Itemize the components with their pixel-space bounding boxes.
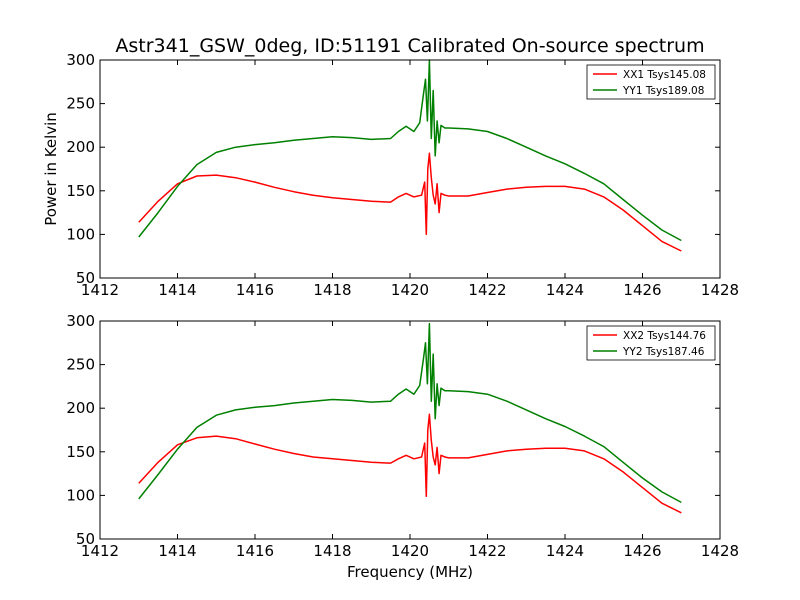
x-tick-label: 1412 (81, 281, 119, 299)
legend-label: XX1 Tsys145.08 (623, 69, 706, 81)
x-tick-label: 1416 (236, 281, 274, 299)
y-tick-label: 300 (66, 312, 95, 330)
legend-box (586, 325, 716, 361)
y-tick-label: 300 (66, 51, 95, 69)
x-tick-label: 1422 (468, 281, 506, 299)
x-tick-label: 1414 (158, 542, 196, 560)
x-tick-label: 1424 (546, 281, 584, 299)
y-tick-label: 150 (66, 182, 95, 200)
series-line-xx-panel-1 (138, 152, 682, 252)
x-tick-label: 1418 (313, 281, 351, 299)
subplot-bottom: 1412 1414 1416 1418 1420 1422 1424 1426 1428 50 10… (66, 312, 739, 560)
legend-label: YY2 Tsys187.46 (622, 346, 705, 358)
y-tick-label: 200 (66, 138, 95, 156)
y-tick-label: 250 (66, 95, 95, 113)
x-tick-label: 1418 (313, 542, 351, 560)
y-tick-label: 150 (66, 443, 95, 461)
x-tick-label: 1426 (623, 542, 661, 560)
x-tick-label: 1424 (546, 542, 584, 560)
x-tick-label: 1422 (468, 542, 506, 560)
x-tick-label: 1420 (391, 281, 429, 299)
legend: XX1 Tsys145.08 YY1 Tsys189.08 (586, 64, 716, 100)
series-line-yy-panel-1 (138, 59, 682, 242)
x-tick-label: 1412 (81, 542, 119, 560)
series-line-yy-panel-2 (138, 322, 682, 504)
legend-label: XX2 Tsys144.76 (623, 330, 706, 342)
x-tick-label: 1428 (701, 281, 739, 299)
x-tick-label: 1428 (701, 542, 739, 560)
legend-label: YY1 Tsys189.08 (622, 85, 704, 97)
figure-title: Astr341_GSW_0deg, ID:51191 Calibrated On… (115, 35, 704, 57)
y-tick-label: 50 (76, 269, 95, 287)
series-line-xx-panel-2 (138, 413, 682, 514)
x-tick-label: 1426 (623, 281, 661, 299)
subplot-top: 1412 1414 1416 1418 1420 1422 1424 1426 1428 50 10… (66, 51, 739, 299)
x-axis-label: Frequency (MHz) (347, 563, 473, 581)
x-tick-label: 1420 (391, 542, 429, 560)
y-tick-label: 50 (76, 530, 95, 548)
y-axis-label: Power in Kelvin (42, 112, 60, 226)
x-tick-label: 1414 (158, 281, 196, 299)
legend: XX2 Tsys144.76 YY2 Tsys187.46 (586, 325, 716, 361)
y-tick-label: 100 (66, 486, 95, 504)
x-tick-label: 1416 (236, 542, 274, 560)
y-tick-label: 100 (66, 225, 95, 243)
legend-box (586, 64, 716, 100)
y-tick-label: 250 (66, 356, 95, 374)
y-tick-label: 200 (66, 399, 95, 417)
